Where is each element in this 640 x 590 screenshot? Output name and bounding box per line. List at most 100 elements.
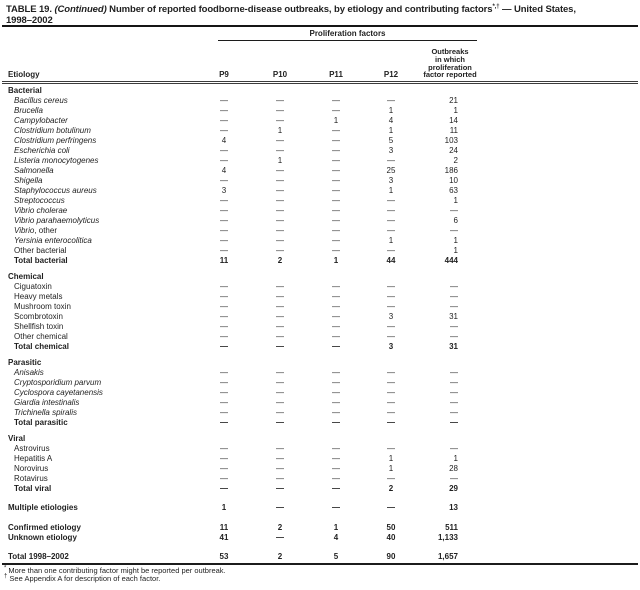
row-value: — — [220, 368, 228, 377]
row-value: — — [450, 282, 458, 291]
row-value: — — [220, 206, 228, 215]
row-value: — — [220, 388, 228, 397]
row-value: — — [276, 408, 284, 417]
outbreaks-header-line: Outbreaks — [431, 47, 469, 57]
row-value: — — [276, 216, 284, 225]
row-value: 1 — [388, 126, 394, 135]
footnote-line: * More than one contributing factor migh… — [4, 565, 226, 575]
row-value: — — [276, 332, 284, 341]
row-value: — — [220, 292, 228, 301]
row-value: — — [276, 146, 284, 155]
row-value: — — [220, 236, 228, 245]
row-label: Staphylococcus aureus — [14, 186, 97, 195]
row-value: — — [332, 282, 340, 291]
row-label: Total bacterial — [14, 256, 68, 265]
table-row: Yersinia enterocolitica — — — 1 1 — [0, 236, 640, 246]
table-row: Salmonella 4 — — 25 186 — [0, 166, 640, 176]
row-value: — — [387, 418, 395, 427]
row-value: 10 — [449, 176, 458, 185]
row-label: Mushroom toxin — [14, 302, 71, 311]
row-value: 2 — [277, 552, 283, 561]
row-label: Total parasitic — [14, 418, 68, 427]
outbreaks-header-line: in which — [435, 54, 465, 64]
summary-row: Confirmed etiology 11 2 1 50 511 — [0, 523, 640, 533]
row-value: 1 — [388, 186, 394, 195]
column-header-p9: P9 — [219, 70, 229, 79]
row-value: 4 — [221, 166, 227, 175]
table-row: Anisakis — — — — — — [0, 368, 640, 378]
row-value: 24 — [449, 146, 458, 155]
row-value: — — [450, 206, 458, 215]
row-value: 28 — [449, 464, 458, 473]
row-value: 50 — [386, 523, 396, 532]
row-value: — — [220, 106, 228, 115]
row-value: — — [276, 418, 284, 427]
row-value: 29 — [449, 484, 458, 493]
row-value: 1,133 — [437, 533, 458, 542]
row-value: — — [387, 398, 395, 407]
row-value: — — [332, 96, 340, 105]
row-label: Shellfish toxin — [14, 322, 64, 331]
table-row: Heavy metals — — — — — — [0, 292, 640, 302]
table-row: Listeria monocytogenes — 1 — — 2 — [0, 156, 640, 166]
row-value: — — [220, 126, 228, 135]
row-label: Clostridium perfringens — [14, 136, 97, 145]
row-value: — — [332, 464, 340, 473]
row-value: — — [276, 302, 284, 311]
row-value: — — [387, 156, 395, 165]
row-value: — — [220, 176, 228, 185]
summary-row: Multiple etiologies 1 — — — 13 — [0, 503, 640, 513]
row-value: 13 — [449, 503, 458, 512]
row-value: — — [220, 312, 228, 321]
row-value: 1 — [453, 106, 458, 115]
row-value: — — [450, 398, 458, 407]
etiology-column-header: Etiology — [8, 70, 40, 79]
table-row: Bacillus cereus — — — — 21 — [0, 96, 640, 106]
row-value: — — [450, 444, 458, 453]
row-label: Streptococcus — [14, 196, 65, 205]
table-row: Cryptosporidium parvum — — — — — — [0, 378, 640, 388]
row-value: 1 — [388, 106, 394, 115]
section-total-row: Total parasitic — — — — — — [0, 418, 640, 428]
row-value: — — [450, 368, 458, 377]
row-value: 25 — [386, 166, 396, 175]
row-value: — — [220, 146, 228, 155]
row-value: — — [220, 464, 228, 473]
row-value: — — [276, 312, 284, 321]
outbreaks-header-line: factor reported — [423, 70, 477, 80]
row-label: Viral — [8, 434, 26, 443]
row-value: — — [276, 106, 284, 115]
row-value: — — [387, 378, 395, 387]
row-value: 1 — [388, 464, 394, 473]
table-row: Other chemical — — — — — — [0, 332, 640, 342]
table-row: Astrovirus — — — — — — [0, 444, 640, 454]
row-value: — — [276, 186, 284, 195]
row-value: — — [276, 166, 284, 175]
section-header: Bacterial — [0, 86, 640, 96]
row-value: — — [220, 226, 228, 235]
row-value: — — [220, 216, 228, 225]
row-value: 90 — [386, 552, 396, 561]
row-value: 1 — [453, 196, 458, 205]
row-label: Bacterial — [8, 86, 42, 95]
table-row: Vibrio cholerae — — — — — — [0, 206, 640, 216]
row-value: 11 — [219, 256, 229, 265]
row-value: — — [450, 226, 458, 235]
section-total-row: Total bacterial 11 2 1 44 444 — [0, 256, 640, 266]
row-value: — — [276, 226, 284, 235]
table-row: Ciguatoxin — — — — — — [0, 282, 640, 292]
row-value: 5 — [333, 552, 339, 561]
row-value: — — [332, 126, 340, 135]
table-title-tail: — United States, — [499, 4, 576, 15]
row-value: — — [276, 236, 284, 245]
row-value: — — [450, 418, 458, 427]
row-label: Hepatitis A — [14, 454, 53, 463]
row-value: — — [387, 503, 395, 512]
row-value: — — [332, 206, 340, 215]
row-value: — — [387, 408, 395, 417]
row-value: 2 — [453, 156, 458, 165]
table-row: Scombrotoxin — — — 3 31 — [0, 312, 640, 322]
row-value: — — [276, 533, 284, 542]
row-value: — — [276, 503, 284, 512]
